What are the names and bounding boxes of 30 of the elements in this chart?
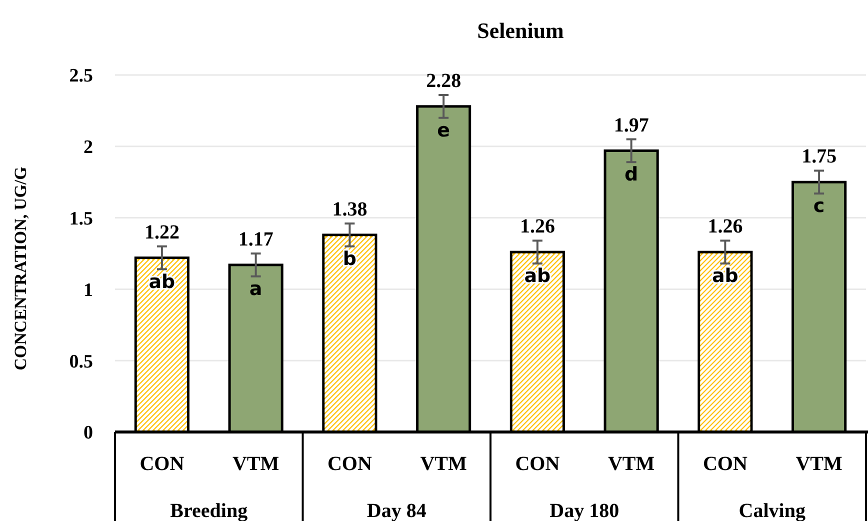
annotation: a (249, 278, 262, 300)
text: Day 180 (550, 500, 620, 521)
text: Day 84 (366, 500, 426, 521)
data-label: 1.26 (520, 216, 555, 238)
x-tick-label: CON (140, 453, 185, 475)
y-tick-label: 0.5 (69, 351, 93, 372)
y-tick-label: 1 (84, 280, 93, 301)
y-tick-label: 0 (84, 422, 93, 444)
y-tick-label: 2 (84, 137, 93, 158)
y-tick-label: 2.5 (69, 66, 93, 87)
data-label: 1.38 (332, 198, 368, 221)
x-tick-label: CON (515, 453, 560, 475)
x-tick-label: VTM (608, 453, 655, 475)
x-tick-label: CON (327, 453, 372, 475)
x-tick-label: VTM (420, 453, 468, 475)
data-label: 1.26 (708, 216, 743, 238)
annotation: e (437, 119, 450, 142)
data-label: 1.22 (144, 221, 180, 244)
chart-title: Selenium (477, 18, 564, 43)
data-label: 1.97 (614, 114, 649, 136)
data-label: 1.17 (238, 228, 274, 250)
x-tick-label: CON (702, 453, 748, 475)
x-tick-label: VTM (232, 453, 280, 475)
annotation: c (813, 195, 825, 218)
y-axis-title: CONCENTRATION, UG/G (11, 166, 30, 370)
data-label: 2.28 (426, 70, 462, 92)
annotation: d (624, 164, 638, 186)
data-label: 1.75 (802, 146, 837, 168)
y-tick-label: 1.5 (69, 208, 93, 230)
x-tick-label: VTM (796, 453, 843, 475)
